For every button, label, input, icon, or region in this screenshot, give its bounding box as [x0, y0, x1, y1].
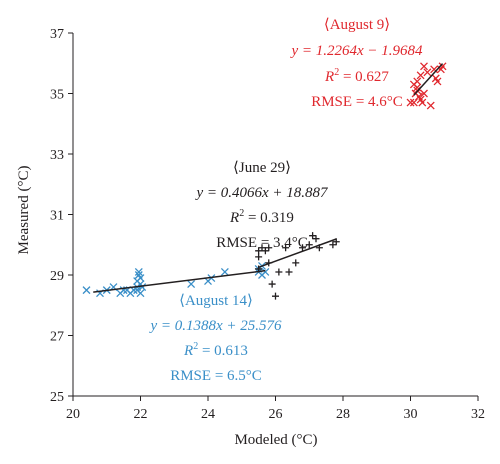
- data-point: [187, 280, 196, 289]
- annotation-august-9-r2: R2 = 0.627: [324, 67, 389, 85]
- annotation-august-14: ⟨August 14⟩ y = 0.1388x + 25.576 R2 = 0.…: [148, 293, 282, 384]
- data-point: [312, 235, 320, 243]
- x-tick-label: 32: [471, 407, 485, 422]
- data-point: [275, 268, 283, 276]
- series-august-9: [406, 62, 447, 110]
- y-tick-label: 33: [50, 148, 64, 163]
- annotation-august-14-rmse: RMSE = 6.5°C: [170, 368, 262, 384]
- data-point: [268, 280, 276, 288]
- annotation-august-14-equation: y = 0.1388x + 25.576: [148, 318, 282, 334]
- y-tick-label: 31: [50, 209, 64, 224]
- x-tick-label: 22: [134, 407, 148, 422]
- data-point: [416, 71, 425, 80]
- annotation-august-9: ⟨August 9⟩ y = 1.2264x − 1.9684 R2 = 0.6…: [289, 17, 423, 110]
- data-point: [420, 89, 428, 98]
- data-point: [438, 62, 447, 71]
- annotation-august-9-title: ⟨August 9⟩: [324, 17, 390, 33]
- annotation-august-9-equation: y = 1.2264x − 1.9684: [289, 43, 423, 59]
- data-point: [420, 62, 428, 71]
- data-point: [329, 241, 337, 249]
- data-point: [292, 259, 300, 267]
- data-point: [430, 65, 439, 74]
- x-tick-label: 26: [269, 407, 283, 422]
- annotation-june-29: ⟨June 29⟩ y = 0.4066x + 18.887 R2 = 0.31…: [194, 160, 329, 251]
- x-tick-label: 30: [404, 407, 418, 422]
- data-point: [409, 80, 418, 89]
- annotation-august-14-r2: R2 = 0.613: [183, 341, 248, 359]
- data-point: [309, 232, 317, 240]
- y-tick-label: 37: [50, 27, 64, 42]
- y-tick-label: 27: [50, 330, 64, 345]
- y-tick-label: 29: [50, 269, 64, 284]
- x-tick-label: 20: [66, 407, 80, 422]
- data-point: [305, 241, 313, 249]
- data-point: [255, 253, 263, 261]
- annotation-june-29-equation: y = 0.4066x + 18.887: [194, 185, 329, 201]
- trendline-june-29: [258, 238, 337, 268]
- trendline-august-9: [413, 63, 444, 96]
- data-point: [255, 247, 263, 255]
- data-point: [285, 268, 293, 276]
- x-tick-label: 24: [201, 407, 215, 422]
- data-point: [220, 268, 229, 276]
- data-point: [406, 98, 415, 107]
- trendline-august-14: [93, 269, 266, 293]
- series-june-29: [255, 232, 340, 300]
- data-point: [433, 77, 442, 86]
- data-point: [258, 244, 266, 252]
- data-point: [133, 286, 142, 295]
- data-point: [82, 286, 91, 295]
- series-august-14: [82, 261, 270, 298]
- data-point: [136, 274, 145, 282]
- data-point: [138, 283, 147, 292]
- data-point: [261, 247, 269, 255]
- data-point: [261, 268, 270, 276]
- x-axis-title: Modeled (°C): [234, 432, 317, 448]
- data-point: [299, 244, 306, 252]
- data-point: [418, 98, 427, 107]
- data-point: [423, 68, 432, 77]
- annotation-june-29-rmse: RMSE = 3.4°C: [216, 235, 308, 251]
- data-point: [409, 98, 418, 107]
- y-tick-label: 25: [50, 390, 64, 405]
- annotation-june-29-title: ⟨June 29⟩: [233, 160, 291, 176]
- data-point: [272, 292, 279, 300]
- data-point: [265, 244, 273, 252]
- trendlines: [93, 63, 444, 293]
- annotation-august-14-title: ⟨August 14⟩: [179, 293, 253, 309]
- annotation-june-29-r2: R2 = 0.319: [229, 208, 294, 226]
- y-tick-label: 35: [50, 88, 64, 103]
- data-point: [426, 101, 435, 110]
- x-tick-label: 28: [336, 407, 350, 422]
- y-axis-title: Measured (°C): [16, 166, 32, 255]
- data-point: [134, 268, 143, 276]
- annotation-august-9-rmse: RMSE = 4.6°C: [311, 94, 403, 110]
- data-point: [282, 244, 290, 252]
- axes: 20 22 24 26 28 30 32 25 27 29 31 33 35 37: [50, 27, 485, 422]
